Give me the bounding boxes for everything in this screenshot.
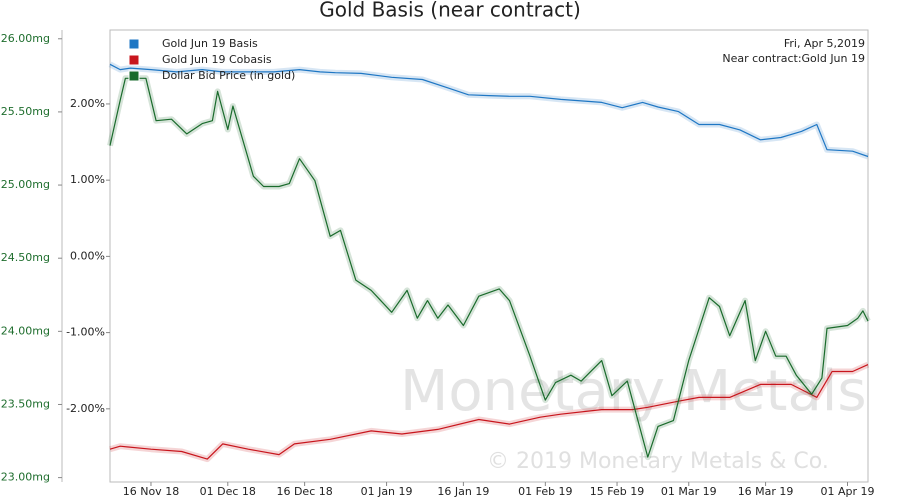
x-tick-label: 15 Feb 19 xyxy=(590,485,644,498)
x-tick-label: 16 Jan 19 xyxy=(437,485,489,498)
legend-label: Gold Jun 19 Cobasis xyxy=(162,53,272,66)
y-tick-label: 25.50mg xyxy=(1,105,50,118)
y2-tick-label: 1.00% xyxy=(70,173,105,186)
y2-tick-label: -2.00% xyxy=(66,402,105,415)
legend-swatch xyxy=(128,54,140,66)
y-tick-label: 25.00mg xyxy=(1,178,50,191)
annotation: Near contract:Gold Jun 19 xyxy=(722,52,865,65)
x-tick-label: 01 Feb 19 xyxy=(518,485,572,498)
series-line xyxy=(109,77,869,458)
y-tick-label: 23.00mg xyxy=(1,471,50,484)
y-tick-label: 24.50mg xyxy=(1,251,50,264)
series-line xyxy=(109,364,869,460)
x-tick-label: 01 Jan 19 xyxy=(361,485,413,498)
y-tick-label: 24.00mg xyxy=(1,324,50,337)
watermark: Monetary Metals xyxy=(400,359,867,424)
watermark: © 2019 Monetary Metals & Co. xyxy=(487,449,829,474)
chart-title: Gold Basis (near contract) xyxy=(319,0,581,22)
y-tick-label: 23.50mg xyxy=(1,397,50,410)
legend-label: Gold Jun 19 Basis xyxy=(162,37,258,50)
x-tick-label: 16 Dec 18 xyxy=(276,485,332,498)
series-line xyxy=(109,63,869,158)
annotation: Fri, Apr 5,2019 xyxy=(784,37,865,50)
y2-tick-label: 0.00% xyxy=(70,249,105,262)
legend-swatch xyxy=(128,38,140,50)
x-tick-label: 01 Mar 19 xyxy=(661,485,717,498)
legend-label: Dollar Bid Price (in gold) xyxy=(162,69,295,82)
x-tick-label: 16 Nov 18 xyxy=(123,485,179,498)
y2-tick-label: 2.00% xyxy=(70,97,105,110)
legend-swatch xyxy=(128,70,140,82)
y2-tick-label: -1.00% xyxy=(66,326,105,339)
y-tick-label: 26.00mg xyxy=(1,32,50,45)
x-tick-label: 01 Apr 19 xyxy=(820,485,874,498)
x-tick-label: 01 Dec 18 xyxy=(200,485,256,498)
x-tick-label: 16 Mar 19 xyxy=(738,485,794,498)
